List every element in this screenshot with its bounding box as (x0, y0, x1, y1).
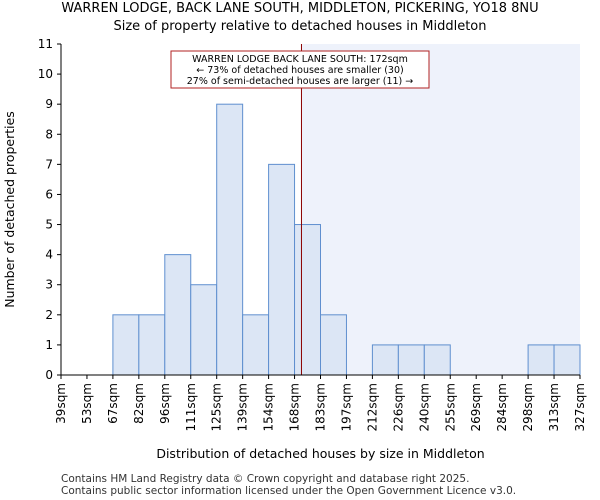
bar-139sqm (242, 314, 270, 376)
y-tick-label: 10 (38, 67, 53, 81)
annotation-border (170, 50, 430, 89)
x-ticks: 39sqm 53sqm 67sqm 82sqm 96sqm 111sqm 125sqm 139… (54, 375, 587, 431)
x-axis-label: Distribution of detached houses by size … (156, 446, 484, 461)
bar-212sqm (371, 344, 399, 376)
x-tick-label: 240sqm (417, 383, 431, 431)
x-tick-label: 53sqm (80, 383, 94, 424)
bar-82sqm (138, 314, 166, 376)
bar-226sqm (397, 344, 425, 376)
x-tick-label: 67sqm (106, 383, 120, 424)
y-axis-label: Number of detached properties (2, 111, 17, 308)
annotation-line-1: WARREN LODGE BACK LANE SOUTH: 172sqm (192, 54, 408, 65)
y-tick-label: 0 (45, 368, 53, 382)
footer-licence: Contains public sector information licen… (61, 485, 517, 497)
x-tick-label: 226sqm (391, 383, 405, 431)
y-tick-label: 1 (45, 338, 53, 352)
x-tick-label: 313sqm (547, 383, 561, 431)
chart-title: WARREN LODGE, BACK LANE SOUTH, MIDDLETON… (61, 1, 539, 16)
x-tick-label: 212sqm (365, 383, 379, 431)
bar-183sqm (320, 314, 347, 376)
chart-subtitle: Size of property relative to detached ho… (113, 19, 487, 34)
x-tick-label: 139sqm (236, 383, 250, 431)
bar-168sqm (294, 224, 321, 376)
y-tick-label: 4 (45, 248, 53, 262)
y-tick-label: 3 (45, 278, 53, 292)
annotation-box: WARREN LODGE BACK LANE SOUTH: 172sqm ← 7… (170, 50, 430, 89)
bar-96sqm (164, 254, 192, 376)
bar-298sqm (527, 344, 555, 376)
x-tick-label: 96sqm (158, 383, 172, 424)
x-tick-label: 255sqm (443, 383, 457, 431)
x-tick-label: 284sqm (495, 383, 509, 431)
bar-240sqm (423, 344, 451, 376)
x-tick-label: 197sqm (339, 383, 353, 431)
bar-111sqm (190, 284, 218, 376)
y-tick-label: 9 (45, 97, 53, 111)
x-tick-label: 154sqm (262, 383, 276, 431)
y-tick-label: 7 (45, 157, 53, 171)
bars-group (112, 103, 581, 376)
y-tick-label: 8 (45, 127, 53, 141)
bar-67sqm (112, 314, 140, 376)
x-tick-label: 269sqm (469, 383, 483, 431)
x-tick-label: 298sqm (521, 383, 535, 431)
x-tick-label: 82sqm (132, 383, 146, 424)
y-tick-label: 11 (38, 37, 53, 51)
annotation-line-3: 27% of semi-detached houses are larger (… (187, 76, 414, 87)
y-tick-label: 5 (45, 218, 53, 232)
y-ticks: 0 1 2 3 4 5 6 7 8 9 10 11 (38, 37, 61, 382)
x-tick-label: 125sqm (210, 383, 224, 431)
bar-154sqm (268, 163, 296, 376)
x-tick-label: 168sqm (288, 383, 302, 431)
bar-125sqm (216, 103, 244, 376)
bar-313sqm (553, 344, 581, 376)
footer-copyright: Contains HM Land Registry data © Crown c… (61, 473, 470, 485)
x-tick-label: 183sqm (314, 383, 328, 431)
larger-region-highlight (301, 44, 580, 375)
x-tick-label: 111sqm (184, 383, 198, 431)
y-tick-label: 6 (45, 187, 53, 201)
x-tick-label: 327sqm (573, 383, 587, 431)
annotation-line-2: ← 73% of detached houses are smaller (30… (196, 65, 403, 76)
y-tick-label: 2 (45, 308, 53, 322)
x-tick-label: 39sqm (54, 383, 68, 424)
